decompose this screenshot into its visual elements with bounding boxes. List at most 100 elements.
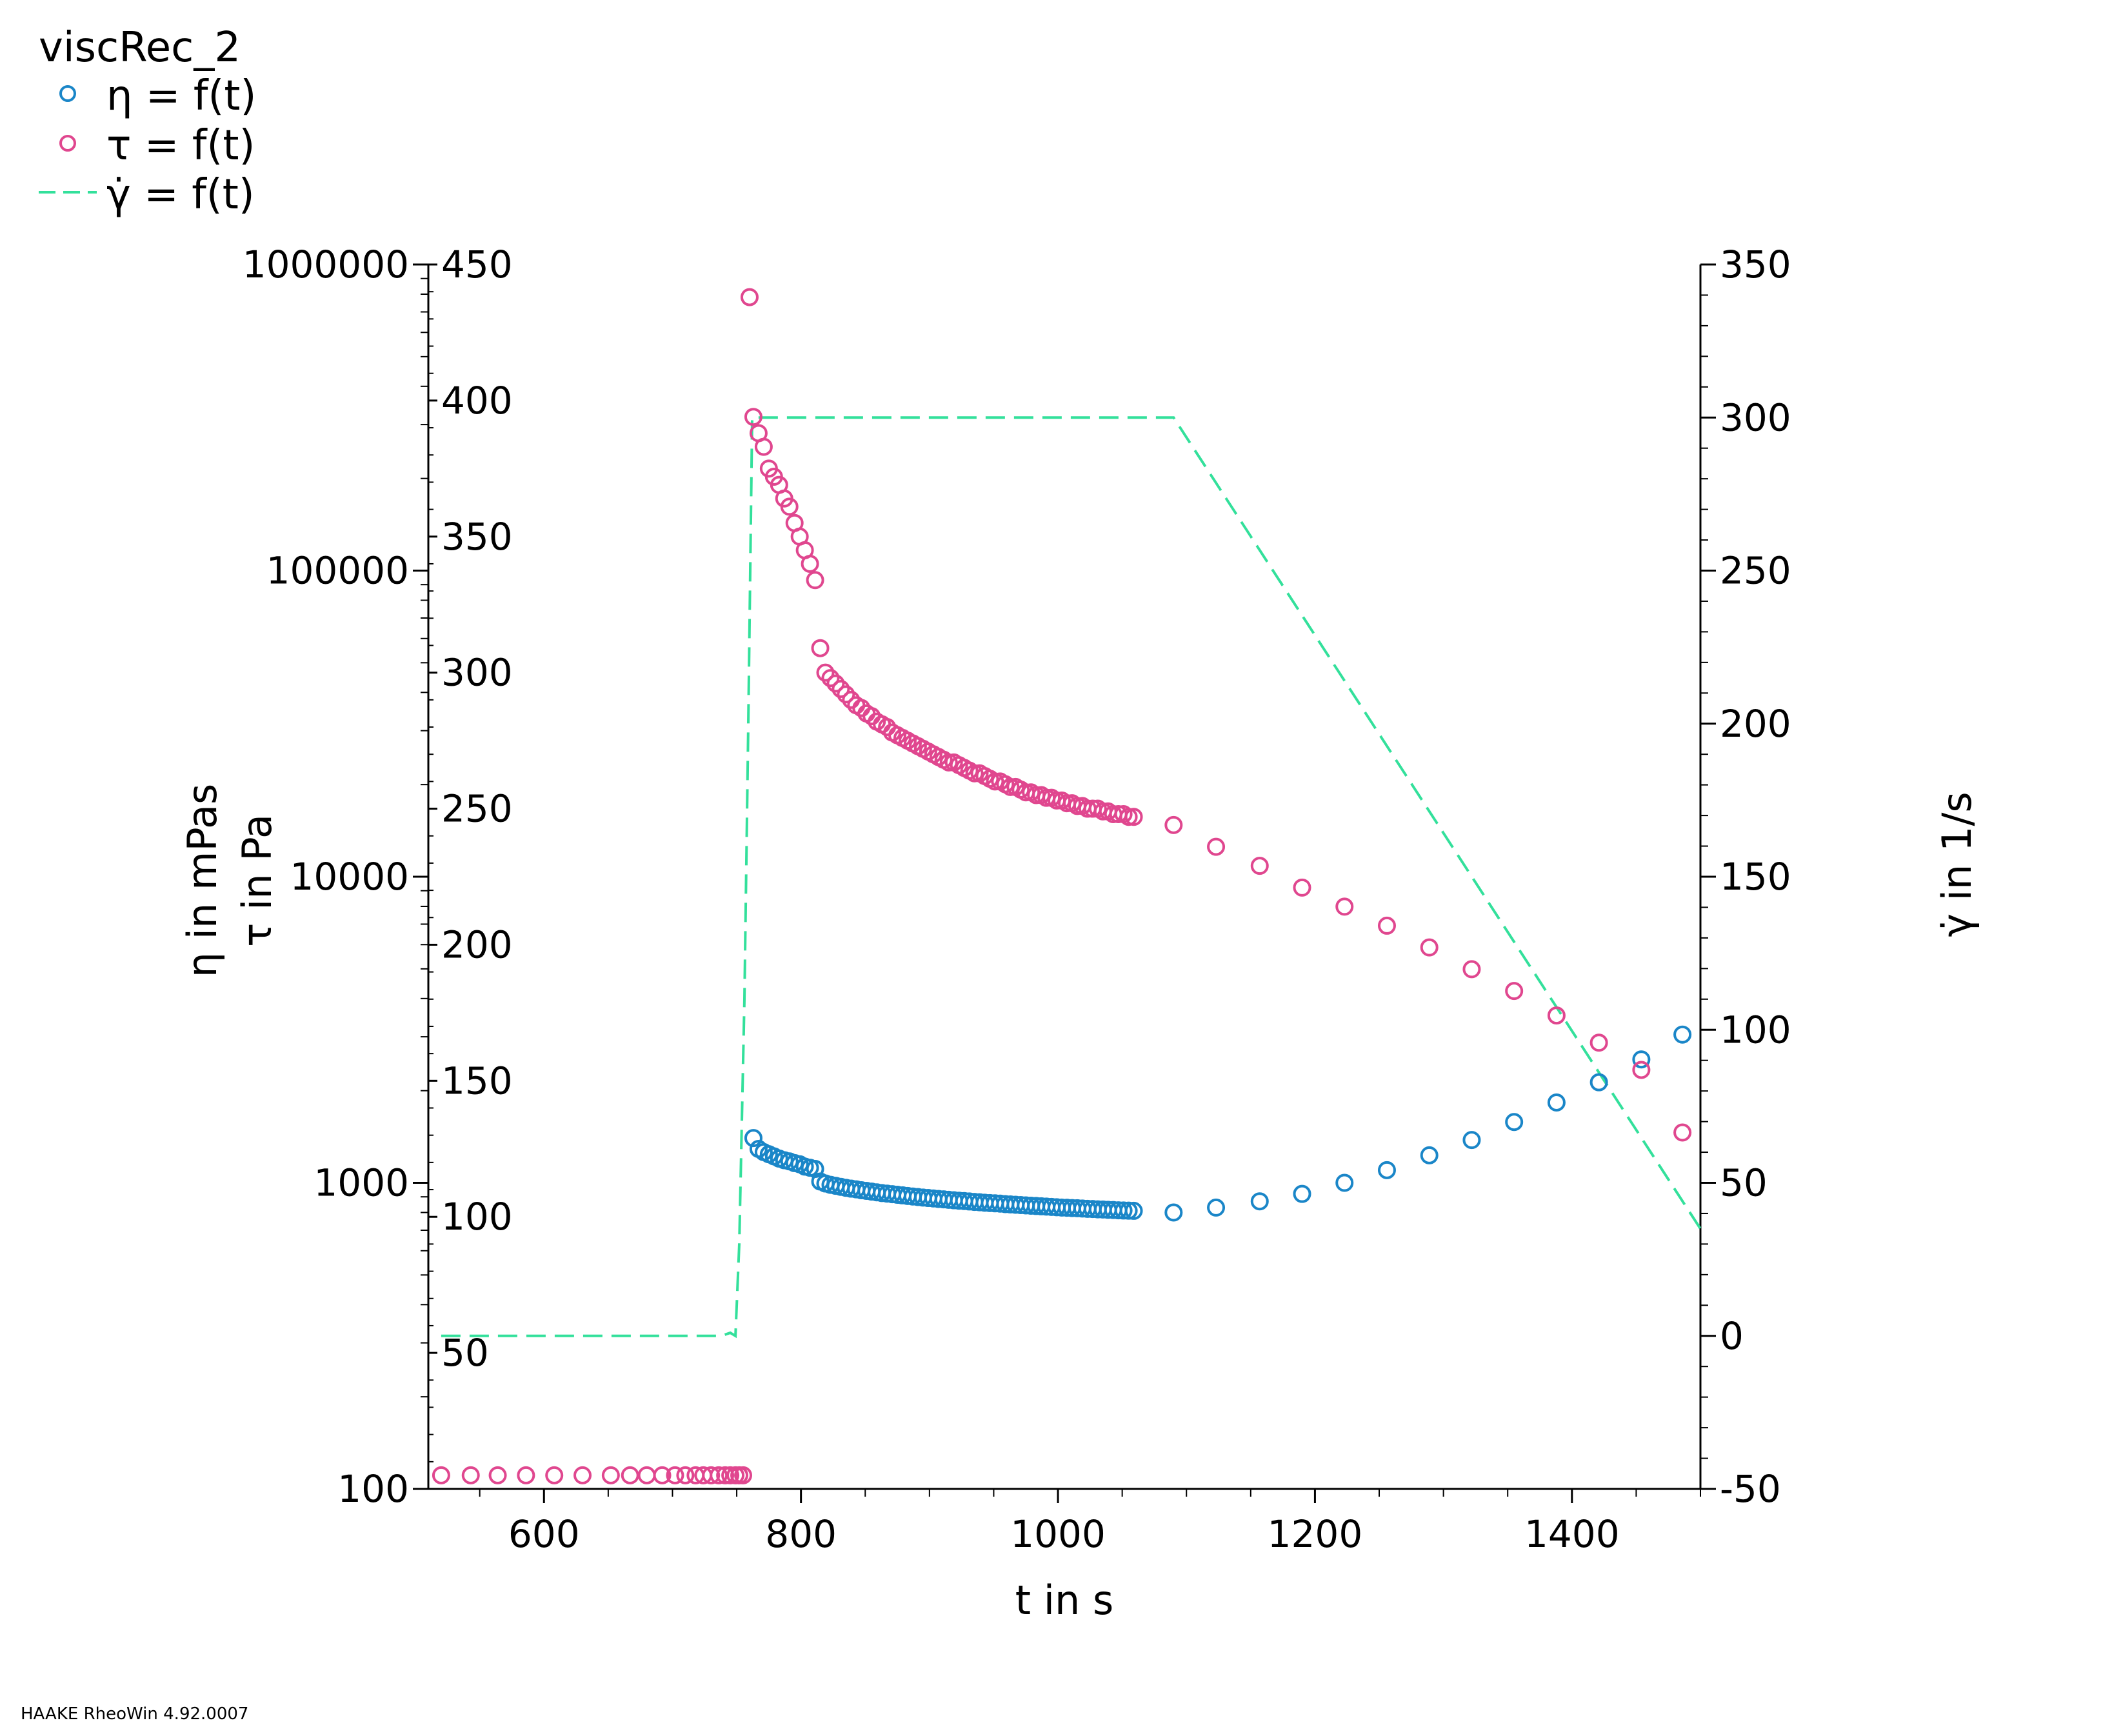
legend: viscRec_2 η = f(t) τ = f(t) γ̇ = f(t) <box>39 24 256 219</box>
legend-tau-label: τ = f(t) <box>106 122 255 170</box>
eta-point <box>1547 1093 1566 1112</box>
eta-point <box>1293 1184 1311 1203</box>
x-tick-label: 600 <box>508 1512 580 1556</box>
gamma-tick-label: 350 <box>1720 243 1791 286</box>
tau-point <box>653 1466 672 1484</box>
gamma-tick-label: -50 <box>1720 1467 1781 1511</box>
series-tau <box>432 288 1692 1484</box>
tau-point <box>801 554 819 573</box>
tau-point <box>1420 938 1439 957</box>
tau-tick-label: 100 <box>441 1195 513 1239</box>
eta-tick-label: 100 <box>337 1467 409 1511</box>
eta-point <box>1420 1146 1439 1164</box>
tau-tick-label: 300 <box>441 651 513 695</box>
legend-eta-label: η = f(t) <box>106 72 256 120</box>
tau-point <box>1505 982 1524 1001</box>
eta-point <box>1673 1025 1692 1044</box>
tau-point <box>676 1466 695 1484</box>
tau-point <box>986 772 1004 791</box>
tau-point <box>939 753 958 772</box>
x-axis-title: t in s <box>1015 1577 1114 1624</box>
tau-point <box>517 1466 535 1484</box>
tau-point <box>1207 837 1226 856</box>
legend-title: viscRec_2 <box>39 24 241 72</box>
tau-point <box>754 437 773 456</box>
tau-point <box>1164 815 1183 834</box>
tau-point <box>488 1466 507 1484</box>
tau-point <box>702 1466 721 1484</box>
axes <box>427 264 1702 1490</box>
tau-point <box>1589 1033 1608 1052</box>
tau-point <box>1001 777 1020 796</box>
tau-tick-label: 150 <box>441 1059 513 1102</box>
tau-point <box>1335 897 1354 916</box>
eta-point <box>1377 1161 1396 1179</box>
tau-point <box>1547 1006 1566 1025</box>
eta-point <box>1114 1201 1133 1220</box>
x-tick-label: 800 <box>765 1512 837 1556</box>
tau-tick-label: 400 <box>441 379 513 423</box>
eta-tick-label: 1000 <box>314 1161 409 1205</box>
eta-point <box>1462 1131 1481 1150</box>
tau-point <box>573 1466 592 1484</box>
y-axis-title-eta: η in mPas <box>179 784 226 978</box>
tau-point <box>740 288 759 306</box>
tau-point <box>545 1466 564 1484</box>
tau-point <box>716 1466 735 1484</box>
x-tick-label: 1200 <box>1268 1512 1363 1556</box>
legend-gamma-label: γ̇ = f(t) <box>106 171 255 219</box>
eta-tick-label: 1000000 <box>243 243 409 286</box>
tau-point <box>601 1466 620 1484</box>
tau-point <box>1673 1123 1692 1142</box>
eta-point <box>1207 1198 1226 1217</box>
tau-point <box>461 1466 480 1484</box>
y-axis-title-gamma: γ̇ in 1/s <box>1933 792 1980 937</box>
tau-tick-label: 200 <box>441 923 513 966</box>
tau-point <box>637 1466 656 1484</box>
gamma-tick-label: 200 <box>1720 702 1791 746</box>
tau-point <box>1632 1061 1651 1079</box>
gamma-tick-label: 0 <box>1720 1314 1744 1358</box>
tau-point <box>1250 857 1269 875</box>
gamma-tick-label: 100 <box>1720 1008 1791 1052</box>
eta-ticks: 100 1000 10000 100000 1000000 <box>243 243 428 1511</box>
eta-tick-label: 100000 <box>266 549 409 593</box>
tau-tick-label: 350 <box>441 515 513 559</box>
tau-point <box>1377 916 1396 935</box>
tau-point <box>806 571 824 590</box>
eta-point <box>1335 1173 1354 1192</box>
eta-point <box>1505 1113 1524 1132</box>
tau-point <box>666 1466 684 1484</box>
tau-ticks: 50 100 150 200 250 300 350 400 450 <box>428 243 513 1462</box>
x-tick-label: 1400 <box>1524 1512 1620 1556</box>
tau-point <box>721 1466 740 1484</box>
gamma-tick-label: 300 <box>1720 395 1791 439</box>
tau-point <box>1124 808 1143 826</box>
y-axis-title-tau: τ in Pa <box>234 814 281 947</box>
gamma-dot-line <box>441 416 1702 1339</box>
gamma-ticks: -50 0 50 100 150 200 250 300 350 <box>1700 243 1791 1511</box>
series-gamma-dot <box>441 416 1702 1339</box>
tau-tick-label: 450 <box>441 243 513 286</box>
tau-point <box>837 685 855 704</box>
series-eta <box>744 1025 1692 1222</box>
eta-point <box>1632 1050 1651 1069</box>
tau-point <box>744 408 762 426</box>
tau-point <box>965 764 984 783</box>
x-tick-label: 1000 <box>1010 1512 1106 1556</box>
tau-point <box>1462 960 1481 979</box>
tau-point <box>821 669 840 688</box>
tau-point <box>816 663 835 682</box>
eta-point <box>1124 1201 1143 1220</box>
eta-point <box>744 1129 762 1148</box>
legend-eta-marker <box>59 85 76 102</box>
gamma-tick-label: 150 <box>1720 855 1791 899</box>
tau-point <box>1293 878 1311 897</box>
software-footer: HAAKE RheoWin 4.92.0007 <box>21 1704 248 1724</box>
legend-tau-marker <box>59 135 76 152</box>
tau-point <box>780 497 799 516</box>
tau-point <box>734 1466 753 1484</box>
tau-tick-label: 250 <box>441 787 513 831</box>
